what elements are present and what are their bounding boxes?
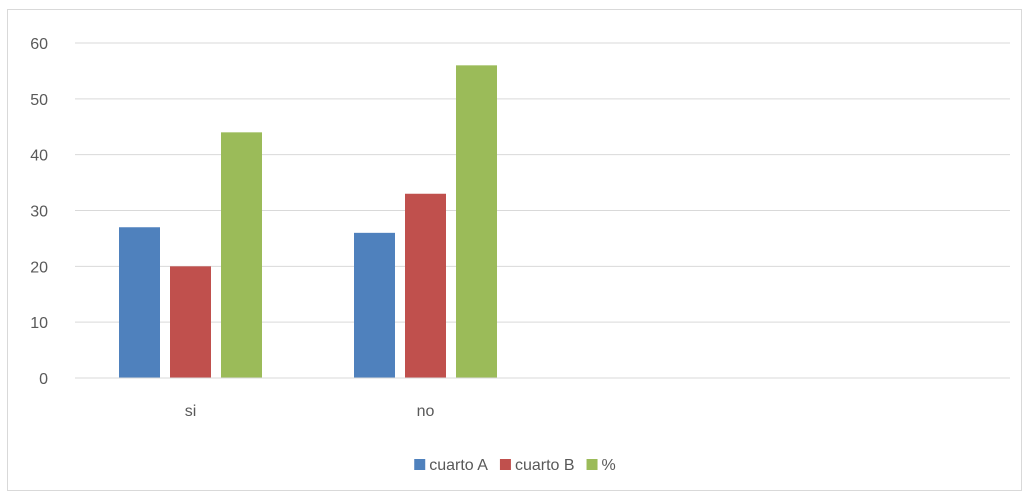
x-tick-label: si bbox=[185, 403, 197, 420]
legend-swatch bbox=[586, 459, 598, 470]
bar-si-2 bbox=[221, 132, 262, 378]
legend-swatch bbox=[414, 459, 426, 470]
bar-no-0 bbox=[354, 232, 395, 378]
bars bbox=[119, 65, 497, 378]
legend-swatch bbox=[499, 459, 511, 470]
y-axis-ticks: 0 10 20 30 40 50 60 bbox=[30, 36, 48, 388]
y-tick-label: 20 bbox=[30, 259, 48, 276]
y-tick-label: 10 bbox=[30, 315, 48, 332]
bar-no-1 bbox=[405, 193, 446, 378]
y-tick-label: 50 bbox=[30, 92, 48, 109]
y-tick-label: 60 bbox=[30, 36, 48, 53]
y-tick-label: 40 bbox=[30, 148, 48, 165]
y-tick-label: 0 bbox=[39, 371, 48, 388]
x-axis-ticks: si no bbox=[185, 403, 435, 420]
chart-frame bbox=[7, 9, 1022, 491]
legend-label: % bbox=[602, 457, 616, 474]
legend-label: cuarto B bbox=[515, 457, 575, 474]
bar-si-0 bbox=[119, 227, 160, 378]
x-tick-label: no bbox=[417, 403, 435, 420]
legend-label: cuarto A bbox=[429, 457, 488, 474]
gridlines bbox=[75, 42, 1010, 323]
legend: cuarto A cuarto B% bbox=[414, 457, 616, 474]
bar-si-1 bbox=[170, 266, 211, 378]
bar-no-2 bbox=[456, 65, 497, 378]
y-tick-label: 30 bbox=[30, 204, 48, 221]
